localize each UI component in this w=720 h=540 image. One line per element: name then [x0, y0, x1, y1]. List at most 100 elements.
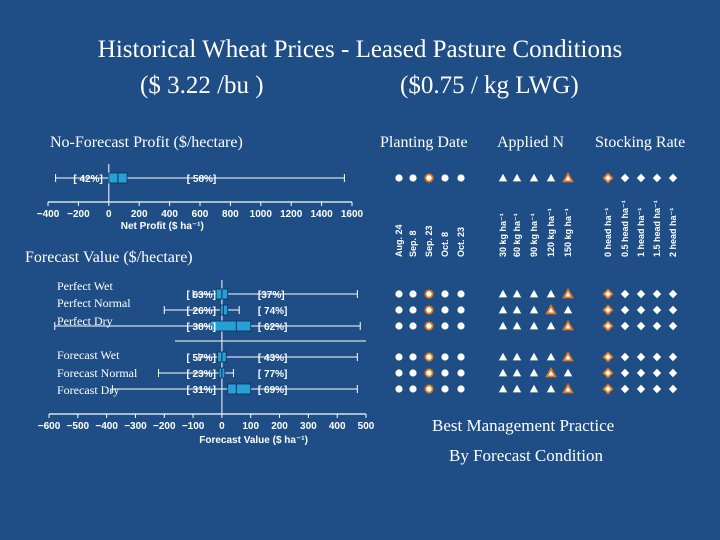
nitrogen-triangle [498, 305, 508, 314]
nofc-below-zero-pct: [ 42%] [73, 174, 102, 185]
fv-tick-label: −600 [38, 421, 61, 432]
nitrogen-triangle [546, 352, 556, 361]
nitrogen-triangle [498, 321, 508, 330]
forecast-row-label: Forecast Normal [57, 366, 138, 380]
stocking-diamond [620, 368, 630, 378]
nitrogen-col-label: 90 kg ha⁻¹ [529, 213, 539, 257]
stocking-diamond [652, 352, 662, 362]
nitrogen-col-label: 30 kg ha⁻¹ [498, 213, 508, 257]
stocking-diamond [668, 352, 678, 362]
stocking-diamond [652, 173, 662, 183]
forecast-value-label: Forecast Value ($/hectare) [25, 249, 193, 266]
planting-dot [441, 385, 449, 393]
stocking-diamond [668, 321, 678, 331]
fv-tick-label: −100 [182, 421, 205, 432]
stocking-diamond [636, 352, 646, 362]
nofc-tick-label: −400 [37, 209, 60, 220]
nofc-above-zero-pct: [ 58%] [187, 174, 216, 185]
nofc-tick-label: 1400 [310, 209, 333, 220]
stocking-diamond [652, 305, 662, 315]
nitrogen-triangle [498, 368, 508, 377]
stocking-diamond [602, 288, 614, 300]
nitrogen-triangle [512, 173, 522, 182]
stocking-rate-header: Stocking Rate [595, 134, 686, 151]
fv-above-zero-pct: [37%] [258, 290, 285, 301]
planting-date-header: Planting Date [380, 134, 468, 151]
stocking-col-label: 1.5 head ha⁻¹ [652, 200, 662, 257]
nofc-tick-label: 1600 [341, 209, 364, 220]
wheat-price-label: ($ 3.22 /bu ) [140, 72, 264, 99]
stocking-diamond [668, 173, 678, 183]
nitrogen-triangle [529, 321, 539, 330]
planting-dot [409, 353, 417, 361]
planting-dot [395, 385, 403, 393]
nitrogen-triangle [546, 321, 556, 330]
nitrogen-triangle [562, 287, 574, 299]
stocking-diamond [602, 320, 614, 332]
nitrogen-triangle [512, 321, 522, 330]
fv-tick-label: 500 [358, 421, 375, 432]
nofc-tick-label: 1200 [280, 209, 303, 220]
stocking-col-label: 1 head ha⁻¹ [636, 208, 646, 257]
planting-dot [424, 384, 434, 394]
forecast-row-label: Perfect Normal [57, 296, 131, 310]
planting-dot [424, 352, 434, 362]
nitrogen-triangle [512, 305, 522, 314]
nitrogen-triangle [545, 303, 557, 315]
fv-tick-label: 400 [329, 421, 346, 432]
nitrogen-triangle [529, 352, 539, 361]
fv-tick-label: −500 [67, 421, 90, 432]
stocking-diamond [620, 305, 630, 315]
planting-dot [441, 322, 449, 330]
fv-box [209, 320, 252, 332]
planting-dot [395, 306, 403, 314]
stocking-diamond [636, 173, 646, 183]
stocking-diamond [668, 289, 678, 299]
fv-above-zero-pct: [ 69%] [258, 385, 287, 396]
stocking-diamond [668, 305, 678, 315]
lwg-price-label: ($0.75 / kg LWG) [400, 72, 579, 99]
stocking-diamond [668, 384, 678, 394]
nofc-x-axis-label: Net Profit ($ ha⁻¹) [121, 221, 204, 232]
nitrogen-triangle [512, 289, 522, 298]
fv-below-zero-pct: [ 57%] [186, 353, 215, 364]
nofc-tick-label: 0 [106, 209, 112, 220]
nitrogen-triangle [562, 171, 574, 183]
nitrogen-triangle [498, 384, 508, 393]
nofc-tick-label: 600 [192, 209, 209, 220]
fv-box [227, 383, 252, 395]
fv-below-zero-pct: [ 26%] [186, 306, 215, 317]
planting-dot [424, 305, 434, 315]
stocking-diamond [620, 352, 630, 362]
planting-col-label: Oct. 23 [456, 227, 466, 257]
nofc-tick-label: 800 [222, 209, 239, 220]
stocking-diamond [602, 367, 614, 379]
planting-dot [409, 385, 417, 393]
fv-tick-label: 200 [271, 421, 288, 432]
stocking-diamond [652, 368, 662, 378]
stocking-diamond [620, 321, 630, 331]
applied-n-header: Applied N [497, 134, 565, 151]
nitrogen-triangle [512, 384, 522, 393]
planting-dot [395, 353, 403, 361]
planting-dot [457, 290, 465, 298]
stocking-diamond [636, 321, 646, 331]
nitrogen-triangle [512, 352, 522, 361]
nitrogen-triangle [562, 350, 574, 362]
fv-below-zero-pct: [ 23%] [186, 369, 215, 380]
nitrogen-triangle [498, 352, 508, 361]
nofc-tick-label: 200 [131, 209, 148, 220]
nitrogen-triangle [563, 305, 573, 314]
nitrogen-triangle [562, 319, 574, 331]
stocking-diamond [602, 304, 614, 316]
fv-tick-label: 300 [300, 421, 317, 432]
planting-dot [409, 322, 417, 330]
planting-col-label: Aug. 24 [394, 224, 404, 257]
planting-dot [409, 174, 417, 182]
nitrogen-triangle [563, 368, 573, 377]
nitrogen-triangle [562, 382, 574, 394]
stocking-diamond [620, 173, 630, 183]
nofc-tick-label: 1000 [250, 209, 273, 220]
stocking-diamond [636, 368, 646, 378]
